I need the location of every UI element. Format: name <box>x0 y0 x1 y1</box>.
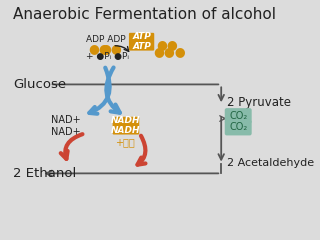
Text: Anaerobic Fermentation of alcohol: Anaerobic Fermentation of alcohol <box>13 7 276 22</box>
Text: ●●●: ●●● <box>153 45 186 58</box>
Text: NADH
NADH: NADH NADH <box>111 116 141 135</box>
Text: CO₂: CO₂ <box>229 122 247 132</box>
Text: ●●: ●● <box>156 38 178 51</box>
FancyBboxPatch shape <box>113 117 139 135</box>
Text: ADP ADP: ADP ADP <box>86 36 126 44</box>
Text: ●●: ●● <box>88 42 109 55</box>
FancyBboxPatch shape <box>225 120 252 135</box>
Text: 2 Acetaldehyde: 2 Acetaldehyde <box>227 158 314 168</box>
Text: CO₂: CO₂ <box>229 111 247 120</box>
Text: 2 Pyruvate: 2 Pyruvate <box>227 96 291 109</box>
Text: +ⓗⓗ: +ⓗⓗ <box>115 137 135 147</box>
Text: ●●: ●● <box>100 42 122 55</box>
FancyBboxPatch shape <box>129 33 154 51</box>
Text: + ●Pᵢ ●Pᵢ: + ●Pᵢ ●Pᵢ <box>86 52 130 61</box>
Text: ATP
ATP: ATP ATP <box>132 32 151 51</box>
FancyArrowPatch shape <box>61 134 83 159</box>
Text: NAD+
NAD+: NAD+ NAD+ <box>51 115 81 137</box>
FancyBboxPatch shape <box>225 108 252 124</box>
Text: 2 Ethanol: 2 Ethanol <box>13 167 76 180</box>
FancyArrowPatch shape <box>106 67 120 113</box>
FancyArrowPatch shape <box>138 136 146 165</box>
FancyArrowPatch shape <box>115 46 129 51</box>
FancyArrowPatch shape <box>89 68 110 114</box>
Text: Glucose: Glucose <box>13 78 66 91</box>
